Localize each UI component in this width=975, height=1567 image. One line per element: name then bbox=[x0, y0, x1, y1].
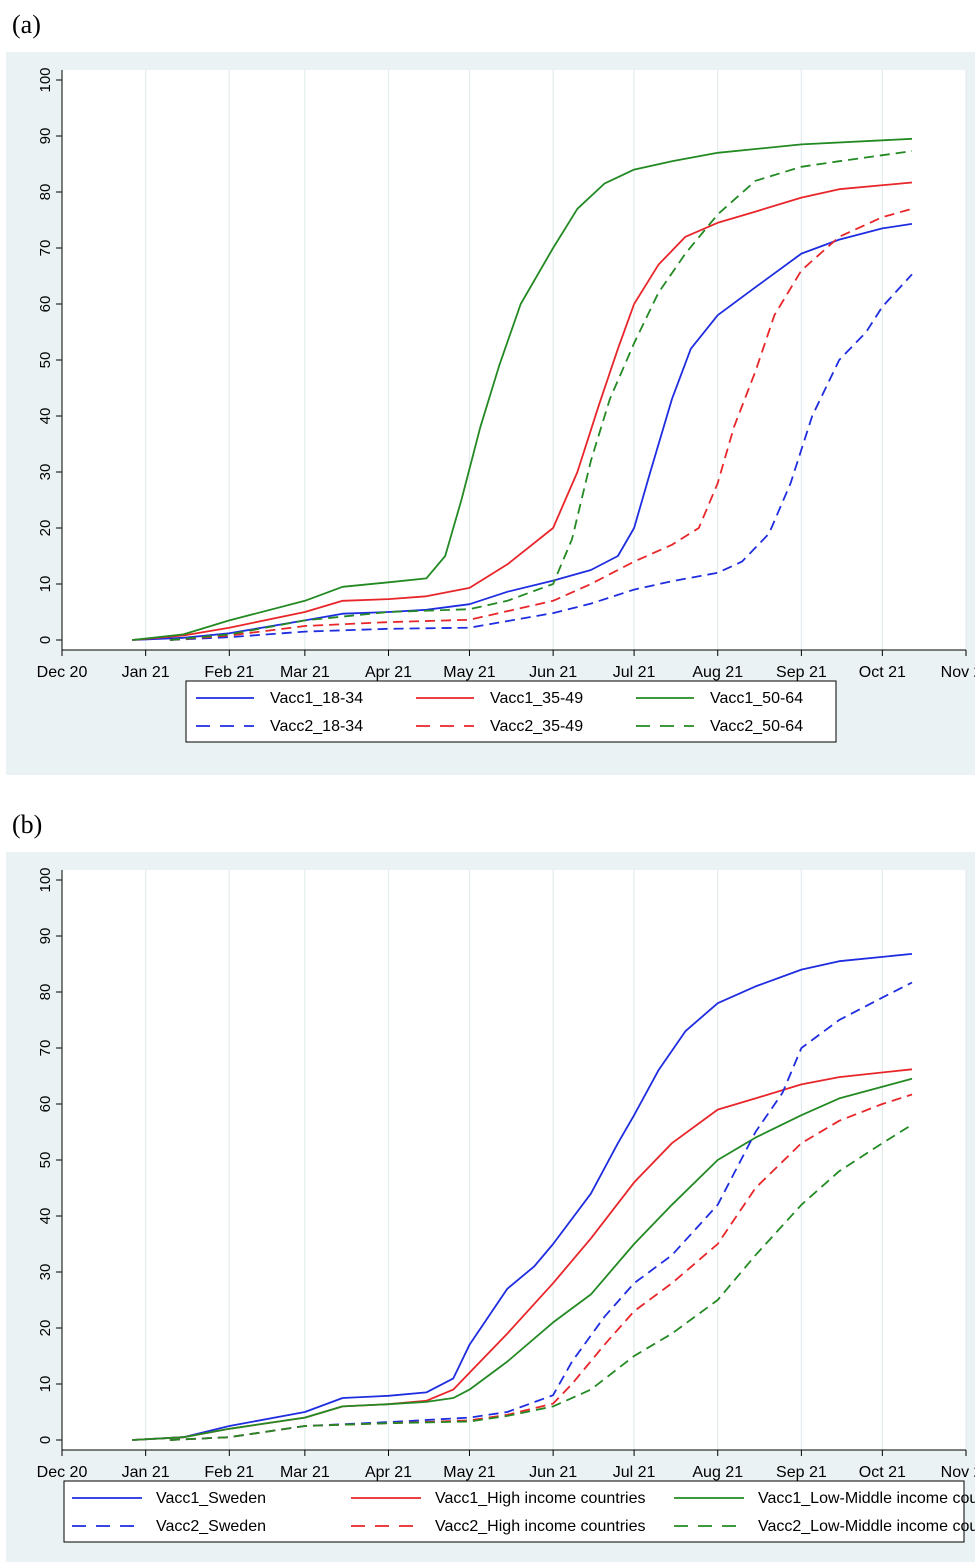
x-tick-label: Oct 21 bbox=[859, 1464, 906, 1481]
y-tick-label: 60 bbox=[37, 1096, 54, 1113]
y-tick-label: 50 bbox=[37, 352, 54, 369]
x-tick-label: Aug 21 bbox=[692, 664, 743, 681]
x-tick-label: Jan 21 bbox=[122, 664, 170, 681]
y-tick-label: 40 bbox=[37, 408, 54, 425]
y-tick-label: 90 bbox=[37, 928, 54, 945]
y-tick-label: 100 bbox=[37, 67, 54, 92]
legend-label: Vacc2_35-49 bbox=[490, 718, 583, 735]
legend-label: Vacc1_High income countries bbox=[435, 1490, 645, 1507]
series-line bbox=[132, 223, 913, 641]
x-tick-label: Mar 21 bbox=[280, 664, 330, 681]
legend-box bbox=[63, 1480, 965, 1543]
series-line bbox=[169, 1093, 913, 1441]
legend-label: Vacc2_50-64 bbox=[710, 718, 803, 735]
legend-label: Vacc1_50-64 bbox=[710, 690, 803, 707]
series-line bbox=[132, 181, 913, 641]
legend-label: Vacc1_Sweden bbox=[156, 1490, 266, 1507]
chart-panel-a: 0 10 20 30 40 50 60 70 80 90 100 Dec 20 Jan 21 Feb 21… bbox=[6, 52, 975, 775]
panel-label-b: (b) bbox=[12, 810, 43, 839]
y-tick-label: 30 bbox=[37, 1264, 54, 1281]
x-tick-label: Aug 21 bbox=[692, 1464, 743, 1481]
series-line bbox=[169, 150, 913, 641]
x-tick-label: Jan 21 bbox=[122, 1464, 170, 1481]
legend-label: Vacc2_High income countries bbox=[435, 1518, 645, 1535]
x-tick-label: Sep 21 bbox=[776, 1464, 827, 1481]
plot-area bbox=[62, 870, 966, 1450]
series-line bbox=[169, 207, 913, 641]
x-tick-label: Dec 20 bbox=[37, 1464, 88, 1481]
x-tick-label: Jun 21 bbox=[529, 664, 577, 681]
legend-label: Vacc2_Low-Middle income countries bbox=[758, 1518, 975, 1535]
series-line bbox=[132, 953, 913, 1441]
series-line bbox=[132, 137, 913, 641]
vaccination-chart-a: 0 10 20 30 40 50 60 70 80 90 100 Dec 20 Jan 21 Feb 21… bbox=[37, 67, 975, 743]
series-line bbox=[169, 981, 913, 1441]
legend-label: Vacc1_18-34 bbox=[270, 690, 363, 707]
x-tick-label: Feb 21 bbox=[204, 664, 254, 681]
x-tick-label: Dec 20 bbox=[37, 664, 88, 681]
x-tick-label: Oct 21 bbox=[859, 664, 906, 681]
y-tick-label: 70 bbox=[37, 240, 54, 257]
y-tick-label: 10 bbox=[37, 1376, 54, 1393]
y-tick-label: 80 bbox=[37, 184, 54, 201]
y-tick-label: 100 bbox=[37, 867, 54, 892]
x-tick-label: Apr 21 bbox=[365, 664, 412, 681]
legend-label: Vacc2_Sweden bbox=[156, 1518, 266, 1535]
x-tick-label: Nov 21 bbox=[941, 664, 975, 681]
x-tick-label: Jul 21 bbox=[613, 664, 656, 681]
y-tick-label: 40 bbox=[37, 1208, 54, 1225]
x-tick-label: Jun 21 bbox=[529, 1464, 577, 1481]
y-tick-label: 0 bbox=[37, 1436, 54, 1444]
x-tick-label: Apr 21 bbox=[365, 1464, 412, 1481]
y-tick-label: 10 bbox=[37, 576, 54, 593]
y-tick-label: 90 bbox=[37, 128, 54, 145]
y-tick-label: 20 bbox=[37, 520, 54, 537]
series-line bbox=[169, 1123, 913, 1441]
y-tick-label: 70 bbox=[37, 1040, 54, 1057]
x-tick-label: Sep 21 bbox=[776, 664, 827, 681]
legend-label: Vacc1_Low-Middle income countries bbox=[758, 1490, 975, 1507]
y-tick-label: 30 bbox=[37, 464, 54, 481]
x-tick-label: Jul 21 bbox=[613, 1464, 656, 1481]
series-line bbox=[132, 1077, 913, 1441]
plot-area bbox=[62, 70, 966, 650]
y-tick-label: 20 bbox=[37, 1320, 54, 1337]
legend-box bbox=[185, 680, 837, 743]
x-tick-label: May 21 bbox=[443, 664, 496, 681]
y-tick-label: 60 bbox=[37, 296, 54, 313]
chart-panel-b: 0 10 20 30 40 50 60 70 80 90 100 Dec 20 Jan 21 Feb 21… bbox=[6, 852, 975, 1562]
legend-label: Vacc2_18-34 bbox=[270, 718, 363, 735]
legend-label: Vacc1_35-49 bbox=[490, 690, 583, 707]
y-tick-label: 0 bbox=[37, 636, 54, 644]
x-tick-label: Nov 21 bbox=[941, 1464, 975, 1481]
y-tick-label: 80 bbox=[37, 984, 54, 1001]
panel-label-a: (a) bbox=[12, 10, 41, 39]
x-tick-label: Feb 21 bbox=[204, 1464, 254, 1481]
legend: Vacc1_Sweden Vacc1_High income countries V… bbox=[63, 1480, 975, 1543]
y-tick-label: 50 bbox=[37, 1152, 54, 1169]
x-tick-label: Mar 21 bbox=[280, 1464, 330, 1481]
legend: Vacc1_18-34 Vacc1_35-49 Vacc1_50-64 Vacc2_1… bbox=[185, 680, 837, 743]
series-line bbox=[169, 273, 913, 641]
vaccination-chart-b: 0 10 20 30 40 50 60 70 80 90 100 Dec 20 Jan 21 Feb 21… bbox=[37, 867, 975, 1543]
x-tick-label: May 21 bbox=[443, 1464, 496, 1481]
